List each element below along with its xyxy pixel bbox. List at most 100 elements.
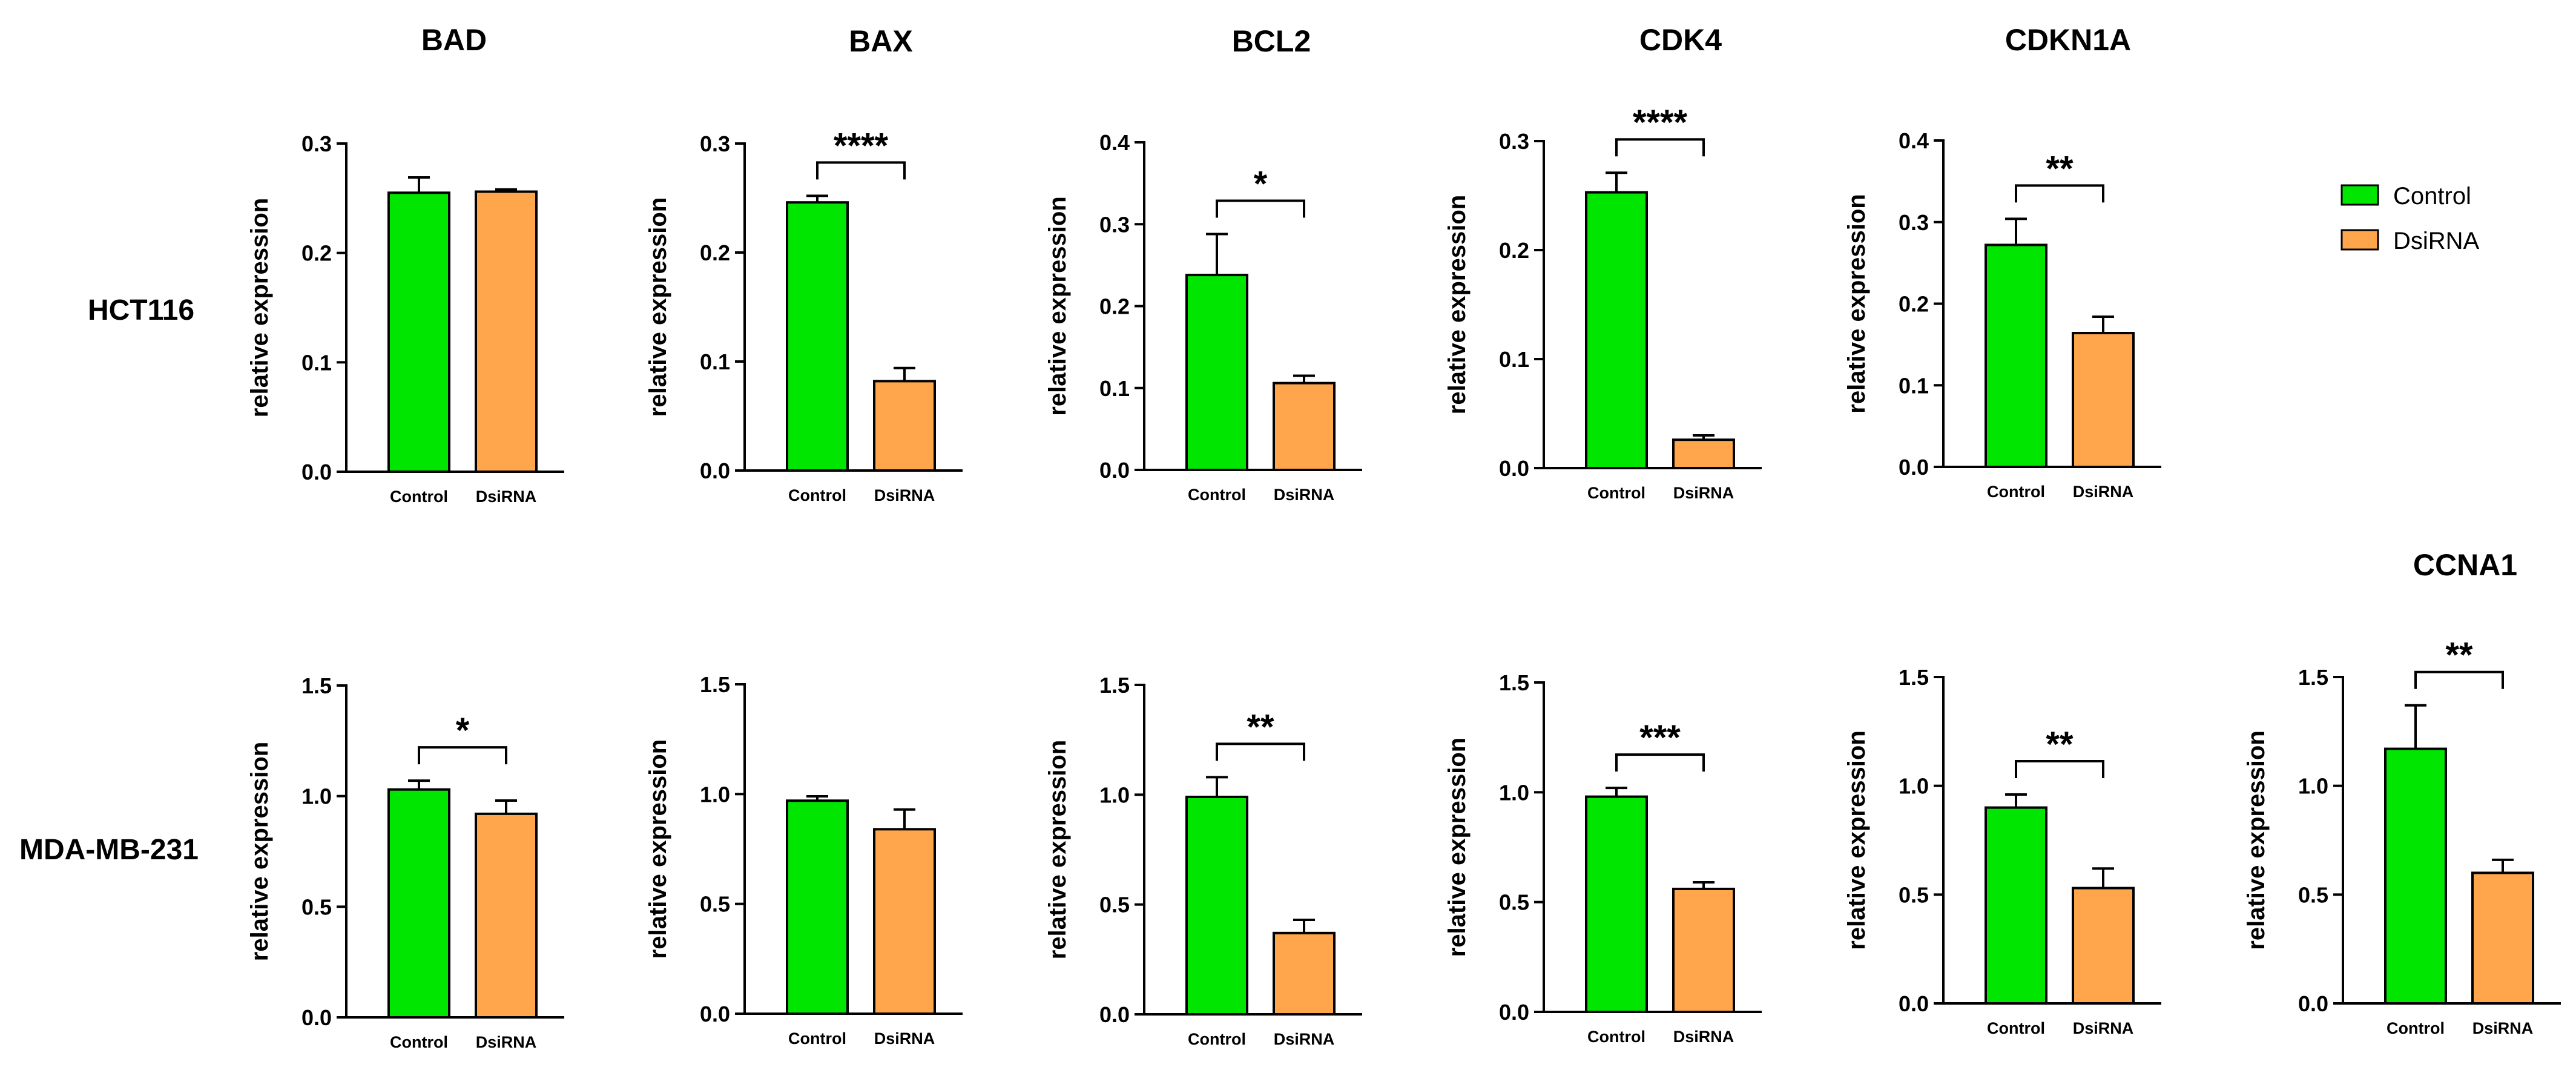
significance-bracket (816, 161, 906, 180)
chart-title: BAD (421, 23, 487, 57)
charts: BAD relative expression 0.0 0.1 0.2 0.3 Contro… (246, 23, 2561, 1051)
y-tick-label: 0.4 (1899, 128, 1929, 153)
y-tick-label: 0.0 (301, 1005, 332, 1030)
y-tick-label: 1.5 (1899, 665, 1929, 690)
bar-control (786, 799, 849, 1016)
y-tick-label: 1.0 (1499, 780, 1529, 805)
significance-bracket (1216, 199, 1305, 218)
y-tick-label: 0.3 (700, 131, 730, 156)
chart-ccna1-mda-mb-231: CCNA1 relative expression 0.0 0.5 1.0 1.5 Cont… (2243, 548, 2561, 1037)
y-tick-label: 1.5 (1099, 673, 1130, 698)
x-tick-label-dsirna: DsiRNA (1274, 1030, 1335, 1048)
y-tick-label: 0.5 (1099, 893, 1130, 917)
y-axis-label: relative expression (645, 739, 671, 959)
x-tick-label-control: Control (2387, 1019, 2445, 1037)
x-tick-label-control: Control (1587, 484, 1645, 502)
significance-bracket (2414, 670, 2504, 689)
chart-title: CDK4 (1639, 23, 1722, 57)
bar-control (387, 788, 450, 1019)
x-tick-label-control: Control (788, 1029, 846, 1048)
chart-cdk4-hct116: CDK4 relative expression 0.0 0.1 0.2 0.3 Contr… (1444, 23, 1762, 502)
x-tick-label-dsirna: DsiRNA (1274, 486, 1335, 504)
bar-dsirna (475, 190, 538, 473)
significance-bracket (1216, 742, 1305, 761)
significance-label: * (456, 711, 470, 750)
chart-bad-hct116: BAD relative expression 0.0 0.1 0.2 0.3 Contro… (246, 23, 564, 506)
significance-bracket (1615, 753, 1705, 772)
y-tick-label: 0.3 (301, 131, 332, 156)
significance-bracket (2015, 184, 2104, 203)
y-tick-label: 0.5 (2298, 882, 2328, 907)
y-tick-label: 0.1 (1499, 347, 1529, 372)
legend-label-dsirna: DsiRNA (2393, 228, 2480, 254)
y-tick-label: 0.3 (1899, 210, 1929, 235)
x-tick-label-control: Control (1188, 486, 1246, 504)
y-tick-label: 1.0 (2298, 774, 2328, 799)
significance-label: * (1254, 164, 1268, 203)
y-axis-label: relative expression (2243, 730, 2270, 950)
chart-bax-mda-mb-231: relative expression 0.0 0.5 1.0 1.5 Control Ds… (645, 672, 963, 1048)
x-tick-label-dsirna: DsiRNA (476, 1033, 537, 1051)
y-tick-label: 1.5 (2298, 665, 2328, 690)
row-label-hct116: HCT116 (88, 294, 194, 326)
y-tick-label: 0.0 (1899, 991, 1929, 1016)
y-tick-label: 0.2 (301, 241, 332, 266)
x-tick-label-dsirna: DsiRNA (2472, 1019, 2534, 1037)
y-tick-label: 0.0 (2298, 991, 2328, 1016)
chart-cdk4-mda-mb-231: relative expression 0.0 0.5 1.0 1.5 Control Ds… (1444, 670, 1762, 1046)
y-tick-label: 0.2 (1899, 292, 1929, 317)
y-axis-label: relative expression (1444, 195, 1471, 414)
x-tick-label-control: Control (1987, 1019, 2045, 1037)
x-tick-label-control: Control (1188, 1030, 1246, 1048)
chart-bad-mda-mb-231: relative expression 0.0 0.5 1.0 1.5 Control Ds… (246, 673, 564, 1051)
y-axis-label: relative expression (1044, 740, 1071, 959)
y-tick-label: 0.2 (700, 240, 730, 265)
significance-label: ** (2046, 725, 2074, 764)
chart-bcl2-mda-mb-231: relative expression 0.0 0.5 1.0 1.5 Control Ds… (1044, 673, 1362, 1048)
y-tick-label: 0.0 (1899, 455, 1929, 480)
y-tick-label: 0.0 (301, 460, 332, 484)
chart-bax-hct116: BAX relative expression 0.0 0.1 0.2 0.3 Contro… (645, 24, 963, 504)
chart-cdkn1a-hct116: CDKN1A relative expression 0.0 0.1 0.2 0.3 0.4… (1843, 23, 2161, 501)
chart-title: BCL2 (1232, 24, 1311, 58)
y-tick-label: 1.5 (700, 672, 730, 697)
chart-cdkn1a-mda-mb-231: relative expression 0.0 0.5 1.0 1.5 Control Ds… (1843, 665, 2161, 1037)
bar-dsirna (1273, 931, 1336, 1016)
legend-swatch-control (2340, 184, 2379, 206)
y-tick-label: 0.0 (700, 1002, 730, 1026)
y-tick-label: 0.5 (1499, 890, 1529, 915)
y-axis-label: relative expression (246, 198, 273, 417)
significance-label: **** (834, 126, 889, 165)
y-tick-label: 0.1 (301, 350, 332, 375)
y-tick-label: 0.0 (700, 458, 730, 483)
bar-dsirna (2072, 332, 2135, 469)
x-tick-label-dsirna: DsiRNA (1673, 1028, 1734, 1046)
y-axis-label: relative expression (1444, 738, 1471, 957)
bar-control (1185, 274, 1248, 471)
legend: Control DsiRNA (2340, 183, 2480, 254)
bar-dsirna (1672, 887, 1735, 1013)
y-tick-label: 1.0 (1899, 774, 1929, 799)
bar-control (1985, 243, 2047, 468)
significance-label: ** (2445, 636, 2473, 675)
y-axis-label: relative expression (645, 197, 671, 417)
y-axis-label: relative expression (1843, 194, 1870, 413)
y-tick-label: 0.2 (1499, 238, 1529, 263)
significance-label: ** (2046, 149, 2074, 188)
y-tick-label: 0.3 (1099, 212, 1130, 237)
y-tick-label: 0.4 (1099, 130, 1130, 155)
y-tick-label: 1.0 (1099, 782, 1130, 807)
significance-label: **** (1633, 103, 1688, 142)
bar-dsirna (2471, 871, 2534, 1005)
y-axis-label: relative expression (1044, 196, 1071, 415)
x-tick-label-dsirna: DsiRNA (476, 487, 537, 506)
bar-control (1185, 795, 1248, 1016)
bar-control (387, 191, 450, 473)
y-tick-label: 0.5 (301, 894, 332, 919)
y-tick-label: 0.3 (1499, 129, 1529, 154)
chart-bcl2-hct116: BCL2 relative expression 0.0 0.1 0.2 0.3 0.4 Co… (1044, 24, 1362, 504)
y-tick-label: 1.0 (700, 782, 730, 807)
x-tick-label-dsirna: DsiRNA (1673, 484, 1734, 502)
x-tick-label-control: Control (390, 1033, 448, 1051)
bar-control (1585, 795, 1648, 1013)
